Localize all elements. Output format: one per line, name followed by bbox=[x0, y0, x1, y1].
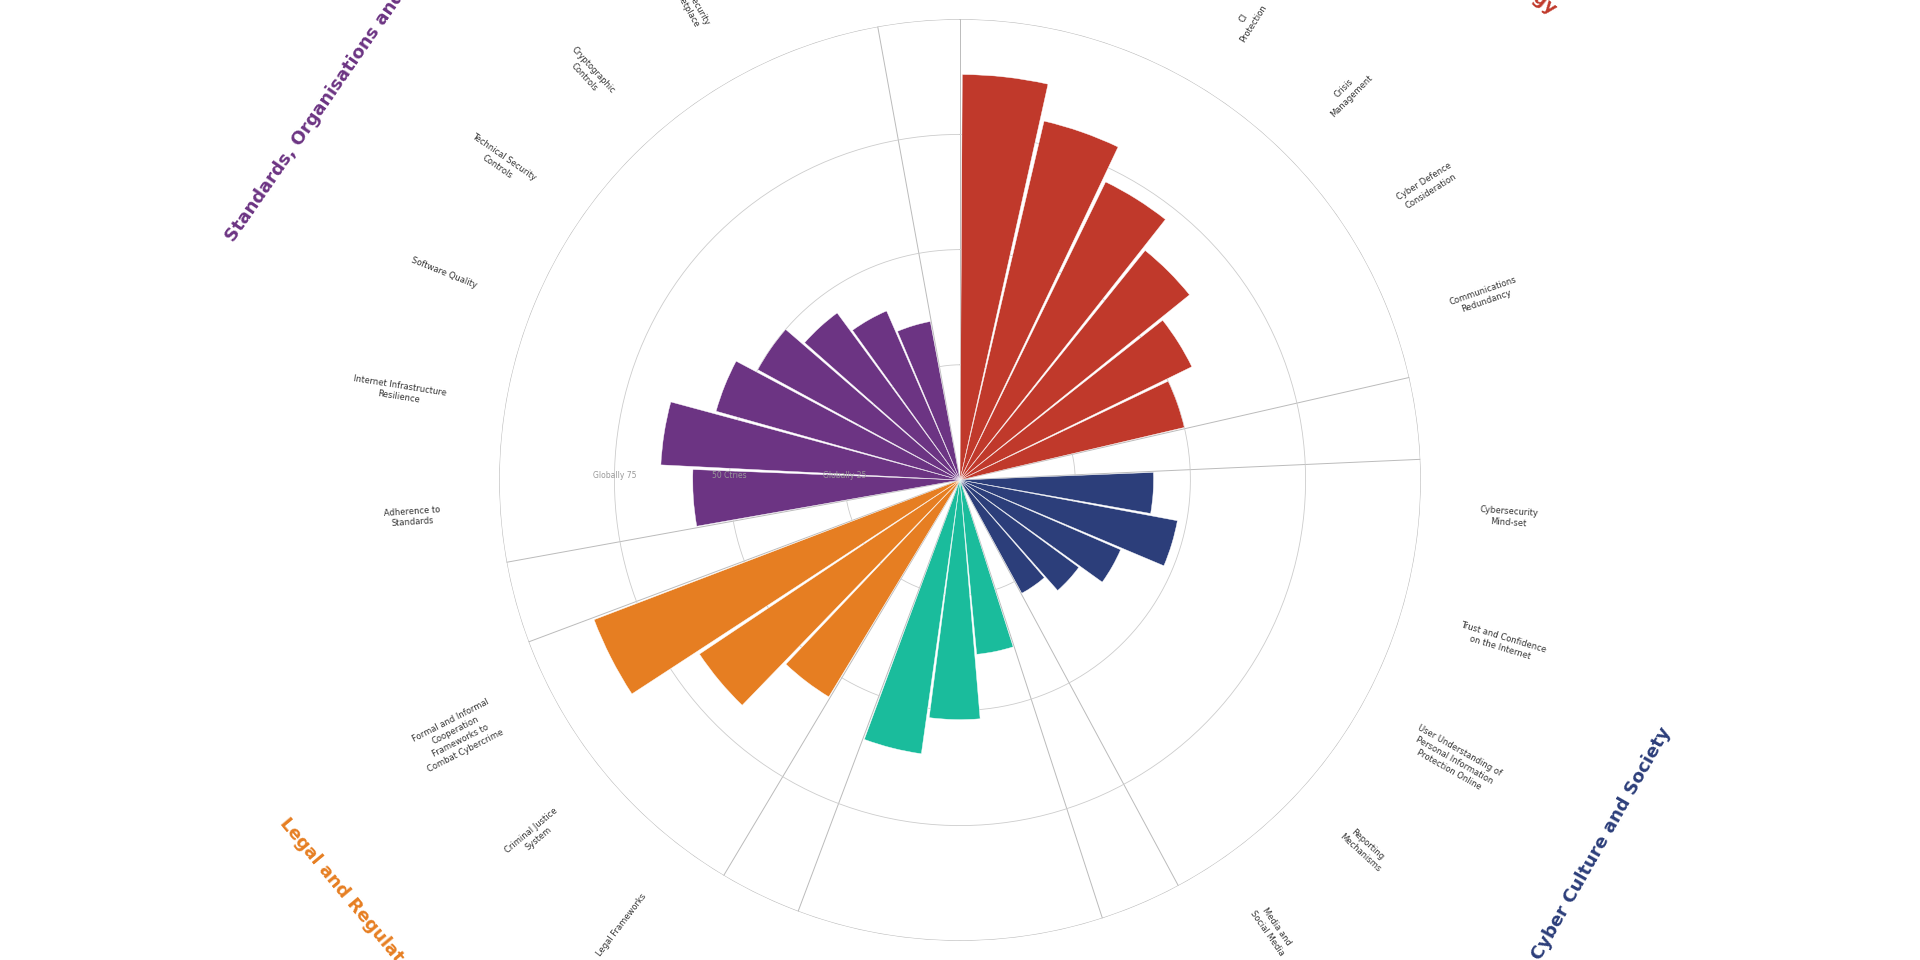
Bar bbox=[960, 480, 1079, 590]
Bar bbox=[716, 361, 960, 480]
Text: Communications
Redundancy: Communications Redundancy bbox=[1448, 276, 1521, 318]
Bar bbox=[960, 480, 1177, 565]
Text: Cybersecurity
Mind-set: Cybersecurity Mind-set bbox=[1478, 505, 1538, 529]
Bar bbox=[593, 480, 960, 694]
Bar bbox=[960, 480, 1044, 593]
Text: Crisis
Management: Crisis Management bbox=[1321, 65, 1375, 119]
Text: Criminal Justice
System: Criminal Justice System bbox=[503, 806, 566, 863]
Bar bbox=[960, 181, 1165, 480]
Bar bbox=[699, 480, 960, 706]
Bar bbox=[960, 75, 1048, 480]
Text: Formal and Informal
Cooperation
Frameworks to
Combat Cybercrime: Formal and Informal Cooperation Framewor… bbox=[411, 698, 505, 774]
Text: Software Quality: Software Quality bbox=[411, 256, 478, 290]
Text: Cybersecurity
Marketplace: Cybersecurity Marketplace bbox=[666, 0, 712, 32]
Bar bbox=[960, 381, 1185, 480]
Text: Adherence to
Standards: Adherence to Standards bbox=[384, 505, 442, 529]
Text: Internet Infrastructure
Resilience: Internet Infrastructure Resilience bbox=[351, 373, 447, 408]
Bar bbox=[693, 469, 960, 526]
Bar bbox=[660, 402, 960, 480]
Text: User Understanding of
Personal Information
Protection Online: User Understanding of Personal Informati… bbox=[1405, 724, 1503, 798]
Text: Trust and Confidence
on the Internet: Trust and Confidence on the Internet bbox=[1455, 620, 1548, 665]
Bar bbox=[960, 480, 1014, 655]
Bar bbox=[897, 322, 960, 480]
Bar bbox=[785, 480, 960, 697]
Text: Standards, Organisations and Technologies: Standards, Organisations and Technologie… bbox=[223, 0, 486, 245]
Bar bbox=[804, 313, 960, 480]
Text: Cyber Culture and Society: Cyber Culture and Society bbox=[1528, 725, 1674, 960]
Text: Legal and Regulatory Frameworks: Legal and Regulatory Frameworks bbox=[276, 814, 511, 960]
Bar bbox=[929, 480, 979, 720]
Text: Cybersecurity Policy and Strategy: Cybersecurity Policy and Strategy bbox=[1279, 0, 1561, 18]
Text: Cryptographic
Controls: Cryptographic Controls bbox=[561, 45, 616, 103]
Text: Technical Security
Controls: Technical Security Controls bbox=[465, 132, 538, 192]
Bar bbox=[960, 321, 1192, 480]
Bar bbox=[960, 121, 1117, 480]
Text: Media and
Social Media: Media and Social Media bbox=[1248, 902, 1294, 957]
Bar bbox=[852, 311, 960, 480]
Bar bbox=[758, 329, 960, 480]
Bar bbox=[960, 251, 1190, 480]
Bar bbox=[864, 480, 960, 754]
Text: Reporting
Mechanisms: Reporting Mechanisms bbox=[1338, 824, 1390, 874]
Text: Cyber Defence
Consideration: Cyber Defence Consideration bbox=[1396, 161, 1459, 211]
Text: Globally 75: Globally 75 bbox=[593, 471, 636, 480]
Text: Globally 25: Globally 25 bbox=[824, 471, 866, 480]
Bar bbox=[960, 472, 1154, 514]
Text: CI
Protection: CI Protection bbox=[1229, 0, 1269, 44]
Bar bbox=[960, 480, 1121, 582]
Text: 50 Ctries: 50 Ctries bbox=[712, 471, 747, 480]
Text: Legal Frameworks: Legal Frameworks bbox=[595, 892, 649, 958]
